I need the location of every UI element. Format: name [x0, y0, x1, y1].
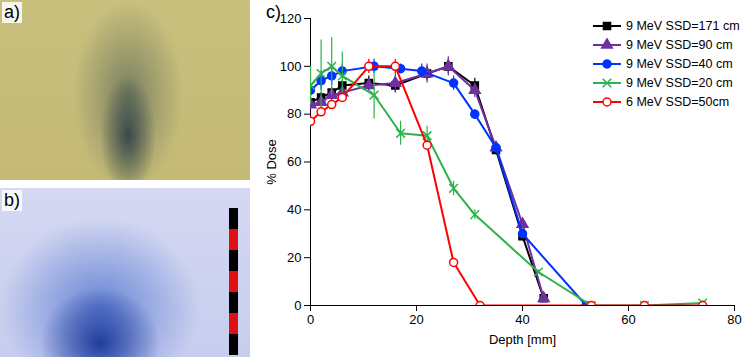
html-text:9 MeV SSD=171 cm: 9 MeV SSD=171 cm	[626, 18, 740, 33]
svg-text:0: 0	[307, 312, 314, 327]
svg-text:80: 80	[287, 106, 301, 121]
svg-text:Depth [mm]: Depth [mm]	[489, 332, 556, 347]
svg-text:80: 80	[727, 312, 741, 327]
svg-text:60: 60	[621, 312, 635, 327]
html-text:a): a)	[4, 2, 20, 22]
html-text:9 MeV SSD=90 cm: 9 MeV SSD=90 cm	[626, 37, 733, 52]
svg-text:20: 20	[287, 250, 301, 265]
html-text:b): b)	[4, 190, 20, 210]
svg-text:0: 0	[294, 298, 301, 313]
svg-text:120: 120	[280, 11, 302, 26]
html-text:9 MeV SSD=20 cm: 9 MeV SSD=20 cm	[626, 75, 733, 90]
html-text:9 MeV SSD=40 cm: 9 MeV SSD=40 cm	[626, 56, 733, 71]
svg-text:60: 60	[287, 154, 301, 169]
svg-text:% Dose: % Dose	[264, 139, 279, 185]
svg-text:40: 40	[515, 312, 529, 327]
svg-text:20: 20	[409, 312, 423, 327]
html-text:c): c)	[266, 2, 281, 22]
svg-text:100: 100	[280, 58, 302, 73]
svg-text:40: 40	[287, 202, 301, 217]
html-text:6 MeV SSD=50cm: 6 MeV SSD=50cm	[626, 94, 730, 109]
